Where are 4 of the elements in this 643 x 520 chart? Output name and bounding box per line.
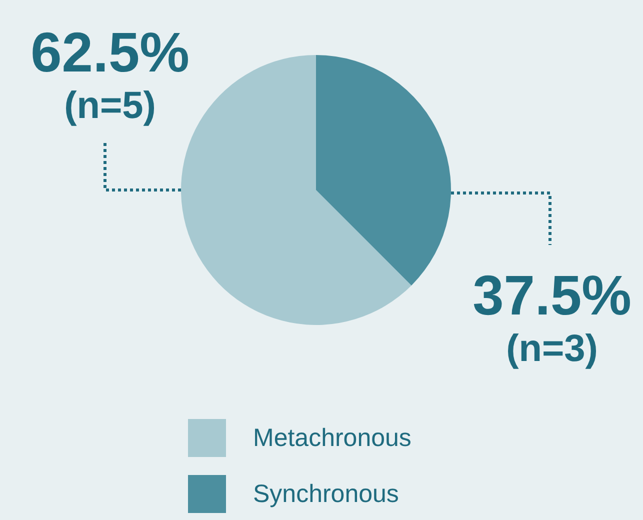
legend-label: Synchronous	[253, 480, 399, 508]
data-label: 37.5% (n=3)	[472, 264, 632, 370]
legend-label: Metachronous	[253, 424, 412, 452]
data-label: 62.5% (n=5)	[30, 20, 190, 127]
